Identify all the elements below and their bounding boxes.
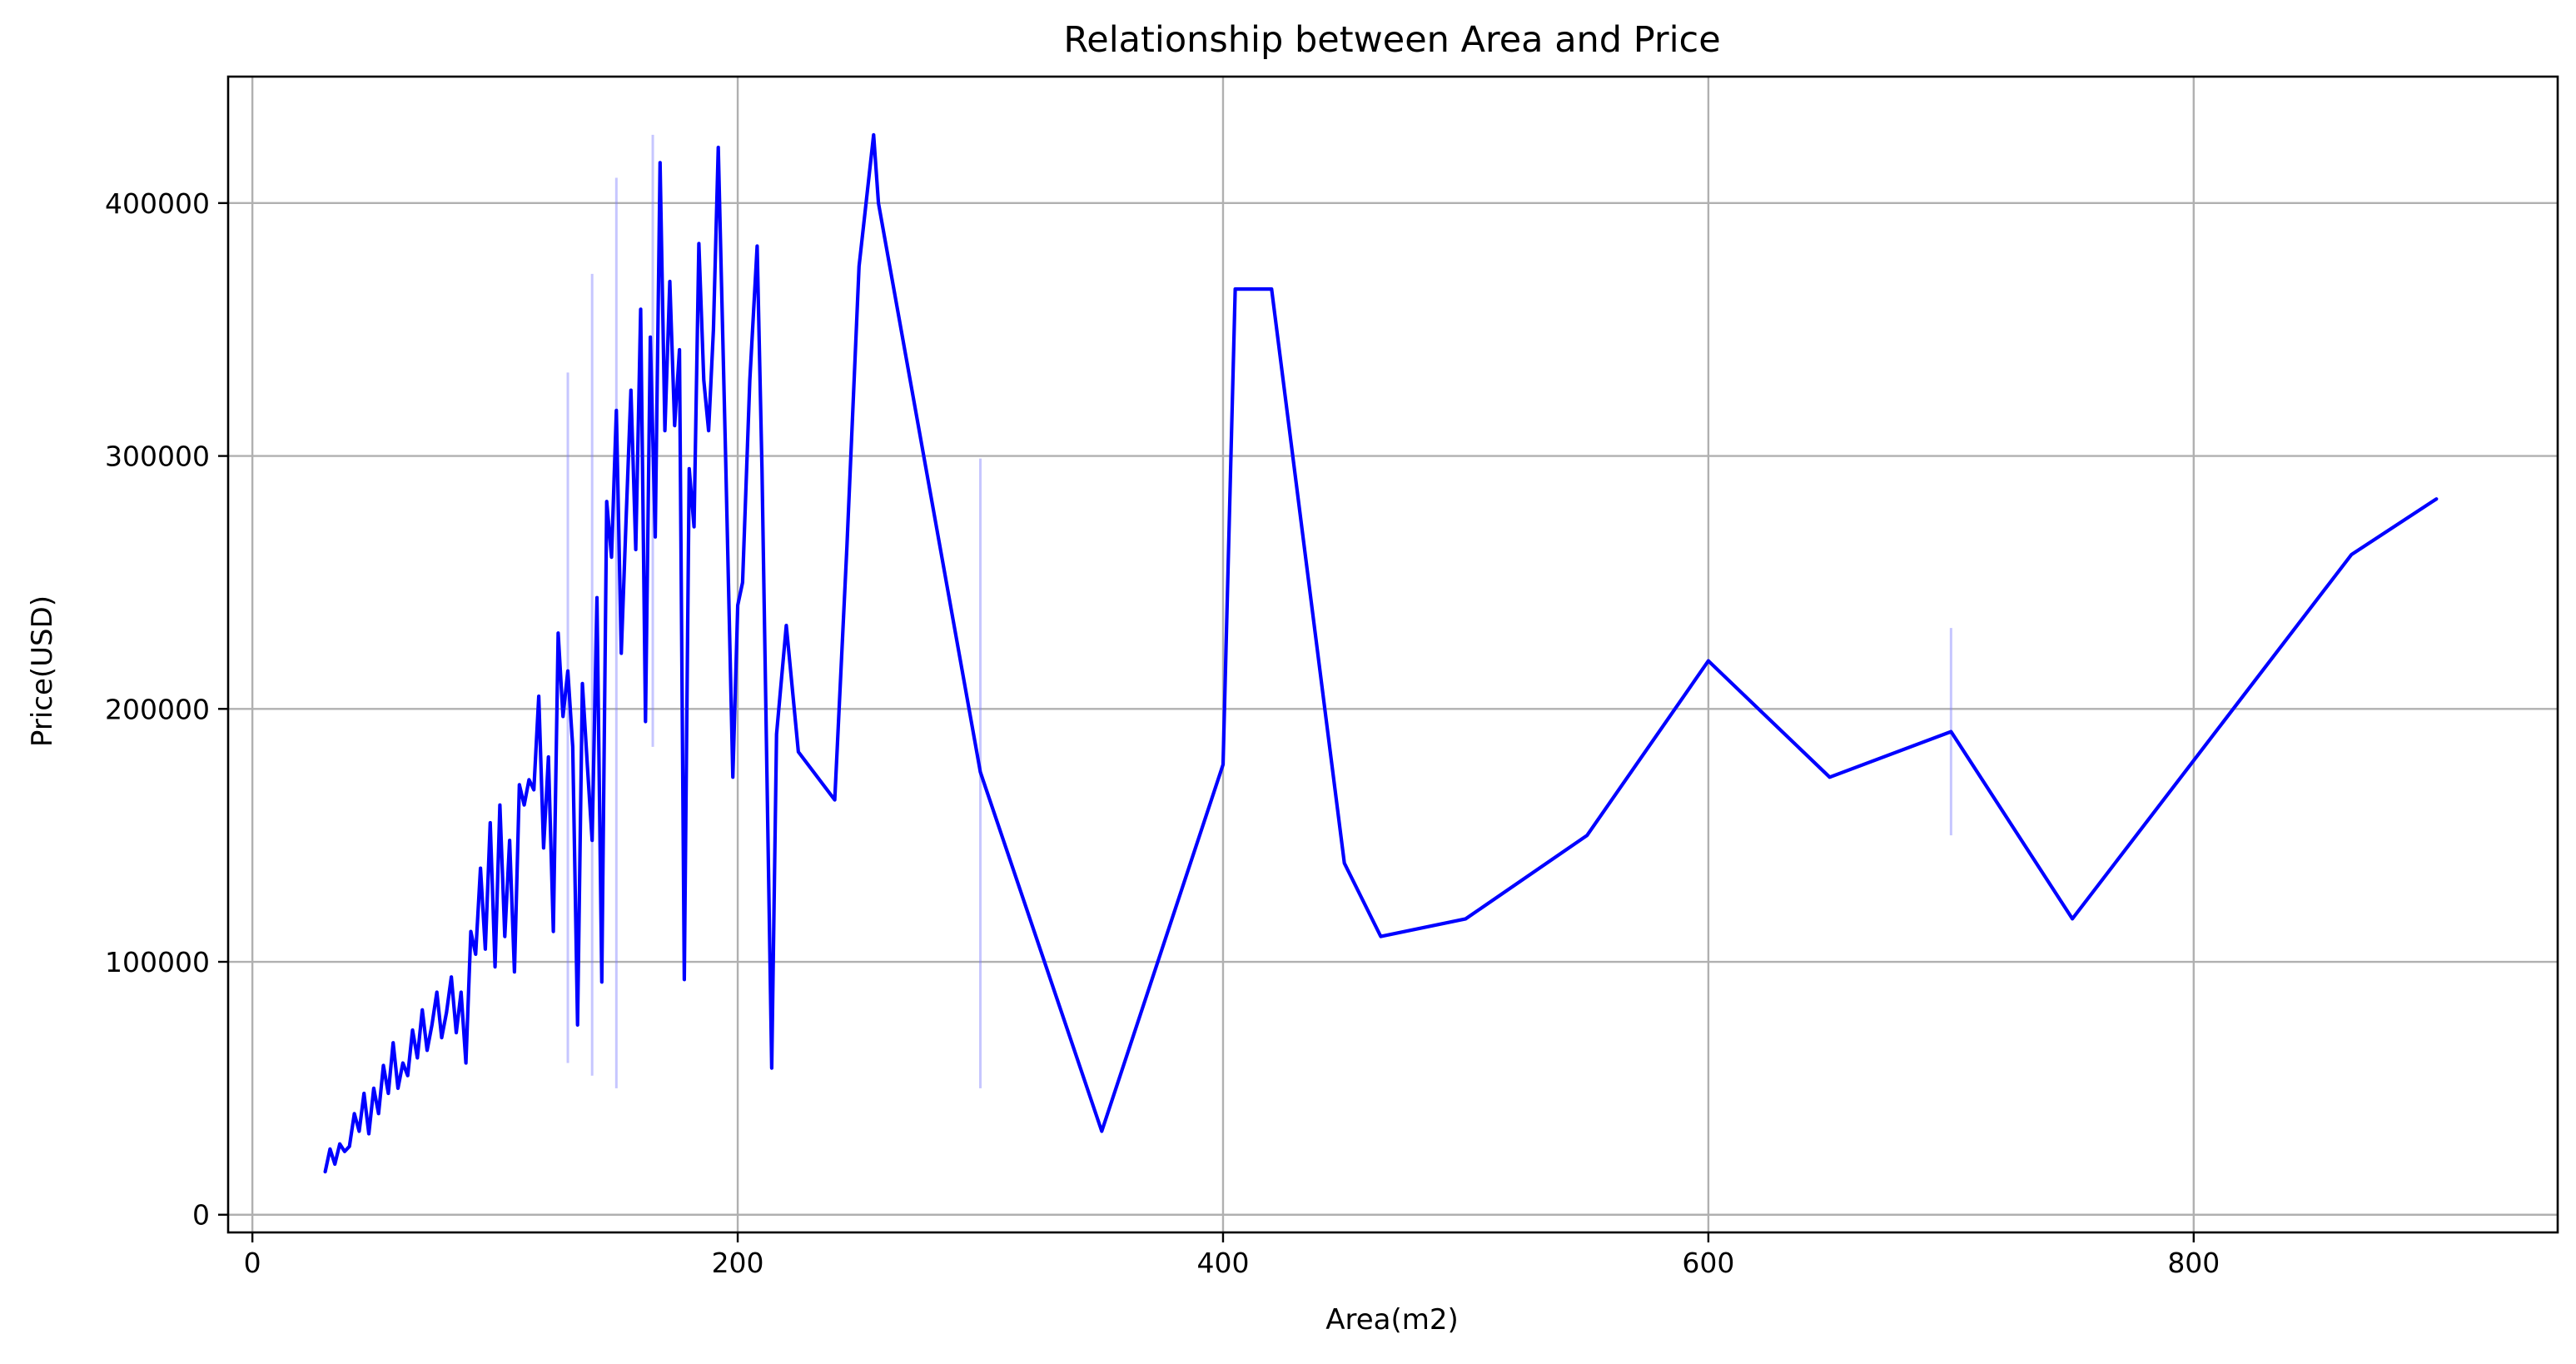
tick-marks <box>218 202 2196 1242</box>
x-tick-label-1: 200 <box>712 1247 764 1279</box>
y-tick-label-2: 200000 <box>105 693 210 725</box>
x-tick-label-3: 600 <box>1682 1247 1734 1279</box>
axes-frame-group <box>226 75 2559 1234</box>
chart-title: Relationship between Area and Price <box>1063 19 1720 61</box>
axes-frame <box>226 75 2559 1234</box>
x-tick-label-0: 0 <box>244 1247 261 1279</box>
y-axis-label: Price(USD) <box>26 595 59 747</box>
series-line-0 <box>323 132 2439 1174</box>
y-tick-label-4: 400000 <box>105 187 210 220</box>
tick-labels: 0 200 400 600 800 0 100000 200000 300000 400000 <box>105 187 2220 1279</box>
data-line-group <box>323 132 2439 1174</box>
grid-lines <box>228 77 2558 1232</box>
y-tick-label-0: 0 <box>192 1199 210 1232</box>
x-tick-label-4: 800 <box>2167 1247 2220 1279</box>
y-tick-label-3: 300000 <box>105 441 210 473</box>
y-tick-label-1: 100000 <box>105 946 210 978</box>
x-tick-label-2: 400 <box>1196 1247 1249 1279</box>
x-axis-label: Area(m2) <box>1325 1303 1459 1337</box>
